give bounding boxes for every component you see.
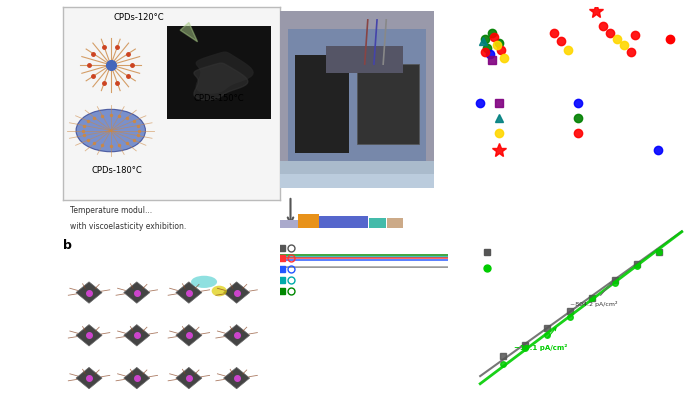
Polygon shape [194, 64, 248, 101]
Text: b: b [63, 239, 72, 251]
Bar [298, 215, 318, 249]
Text: Temperature modul...: Temperature modul... [70, 206, 152, 215]
Polygon shape [223, 325, 250, 346]
Polygon shape [180, 23, 197, 43]
Bar [288, 30, 426, 171]
Text: PTAA: PTAA [302, 229, 314, 234]
Bar [280, 174, 434, 188]
Ellipse shape [76, 110, 146, 152]
Polygon shape [124, 325, 150, 346]
Ellipse shape [191, 276, 217, 288]
Polygon shape [76, 367, 102, 389]
Polygon shape [223, 367, 250, 389]
Polygon shape [223, 282, 250, 304]
Ellipse shape [211, 286, 227, 297]
Bar [369, 219, 386, 249]
Bar [387, 219, 402, 241]
Polygon shape [124, 282, 150, 304]
Bar [295, 56, 349, 153]
Polygon shape [76, 282, 102, 304]
Text: ~10.1 pA/cm²: ~10.1 pA/cm² [514, 328, 567, 350]
Text: CPDs-150°C: CPDs-150°C [194, 94, 244, 103]
Bar [357, 65, 419, 144]
Text: CPDs-180°C: CPDs-180°C [92, 166, 143, 175]
Text: with viscoelasticity exhibition.: with viscoelasticity exhibition. [70, 222, 186, 231]
Text: FPEAxMAyPbI2+x: FPEAxMAyPbI2+x [321, 234, 365, 239]
Bar [318, 217, 368, 257]
Bar [326, 47, 403, 74]
Bar [167, 27, 272, 119]
Text: ~804.2 pA/cm²: ~804.2 pA/cm² [570, 283, 617, 306]
Text: CPDs-120°C: CPDs-120°C [113, 12, 164, 22]
Polygon shape [176, 367, 202, 389]
Polygon shape [196, 53, 253, 94]
Polygon shape [176, 325, 202, 346]
Polygon shape [176, 282, 202, 304]
Polygon shape [76, 325, 102, 346]
Bar [280, 162, 434, 188]
Text: C60: C60 [373, 231, 382, 236]
Polygon shape [124, 367, 150, 389]
Bar [280, 221, 298, 249]
